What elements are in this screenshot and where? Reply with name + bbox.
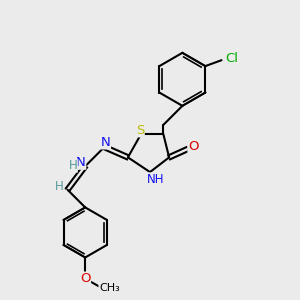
- Text: H: H: [68, 159, 77, 172]
- Text: NH: NH: [146, 173, 164, 186]
- Text: N: N: [101, 136, 110, 149]
- Text: CH₃: CH₃: [99, 283, 120, 293]
- Text: O: O: [188, 140, 199, 153]
- Text: N: N: [76, 156, 86, 169]
- Text: Cl: Cl: [225, 52, 238, 65]
- Text: O: O: [80, 272, 91, 285]
- Text: S: S: [136, 124, 144, 137]
- Text: H: H: [55, 180, 64, 193]
